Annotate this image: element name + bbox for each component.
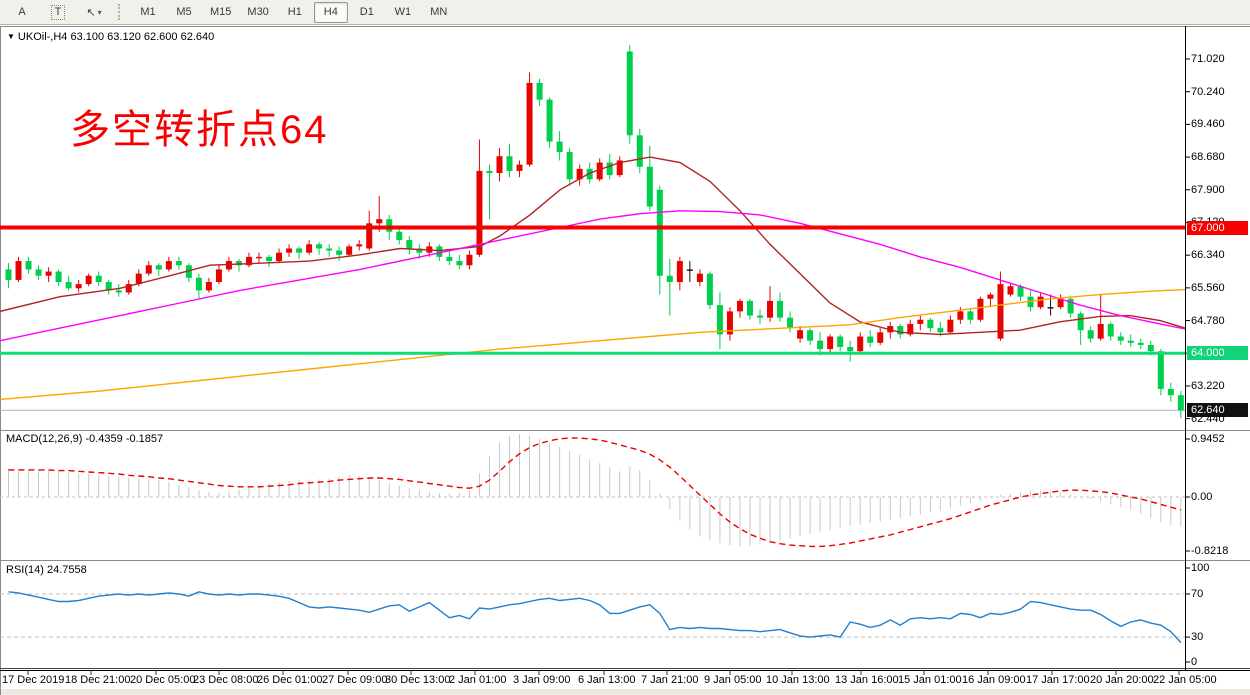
ma-slow-line: [0, 210, 1186, 342]
timeframe-button-m1[interactable]: M1: [140, 6, 156, 18]
timeframe-button-mn[interactable]: MN: [430, 6, 448, 18]
timeframe-button-m15[interactable]: M15: [210, 6, 232, 18]
toolbar-grip: [118, 4, 123, 20]
window-bottom-strip: [1, 689, 1250, 695]
timeframe-button-m30[interactable]: M30: [247, 6, 269, 18]
tool-button-a[interactable]: A: [18, 6, 26, 18]
timeframe-group: M1 M5 M15 M30 H1 H4 D1 W1 MN: [130, 1, 457, 23]
chart-window: [0, 26, 1250, 695]
ma-slowest-line: [0, 288, 1186, 401]
ma-medium-line: [0, 156, 1186, 336]
timeframe-button-h4[interactable]: H4: [313, 1, 348, 23]
timeframe-button-h1[interactable]: H1: [287, 6, 302, 18]
tool-button-t[interactable]: T: [41, 2, 75, 23]
timeframe-button-m5[interactable]: M5: [176, 6, 192, 18]
cursor-mode-button[interactable]: ↖ ▾: [77, 2, 111, 23]
timeframe-button-w1[interactable]: W1: [394, 6, 412, 18]
cursor-icon: ↖: [86, 6, 96, 19]
chevron-down-icon: ▾: [97, 7, 102, 17]
timeframe-button-d1[interactable]: D1: [359, 6, 374, 18]
